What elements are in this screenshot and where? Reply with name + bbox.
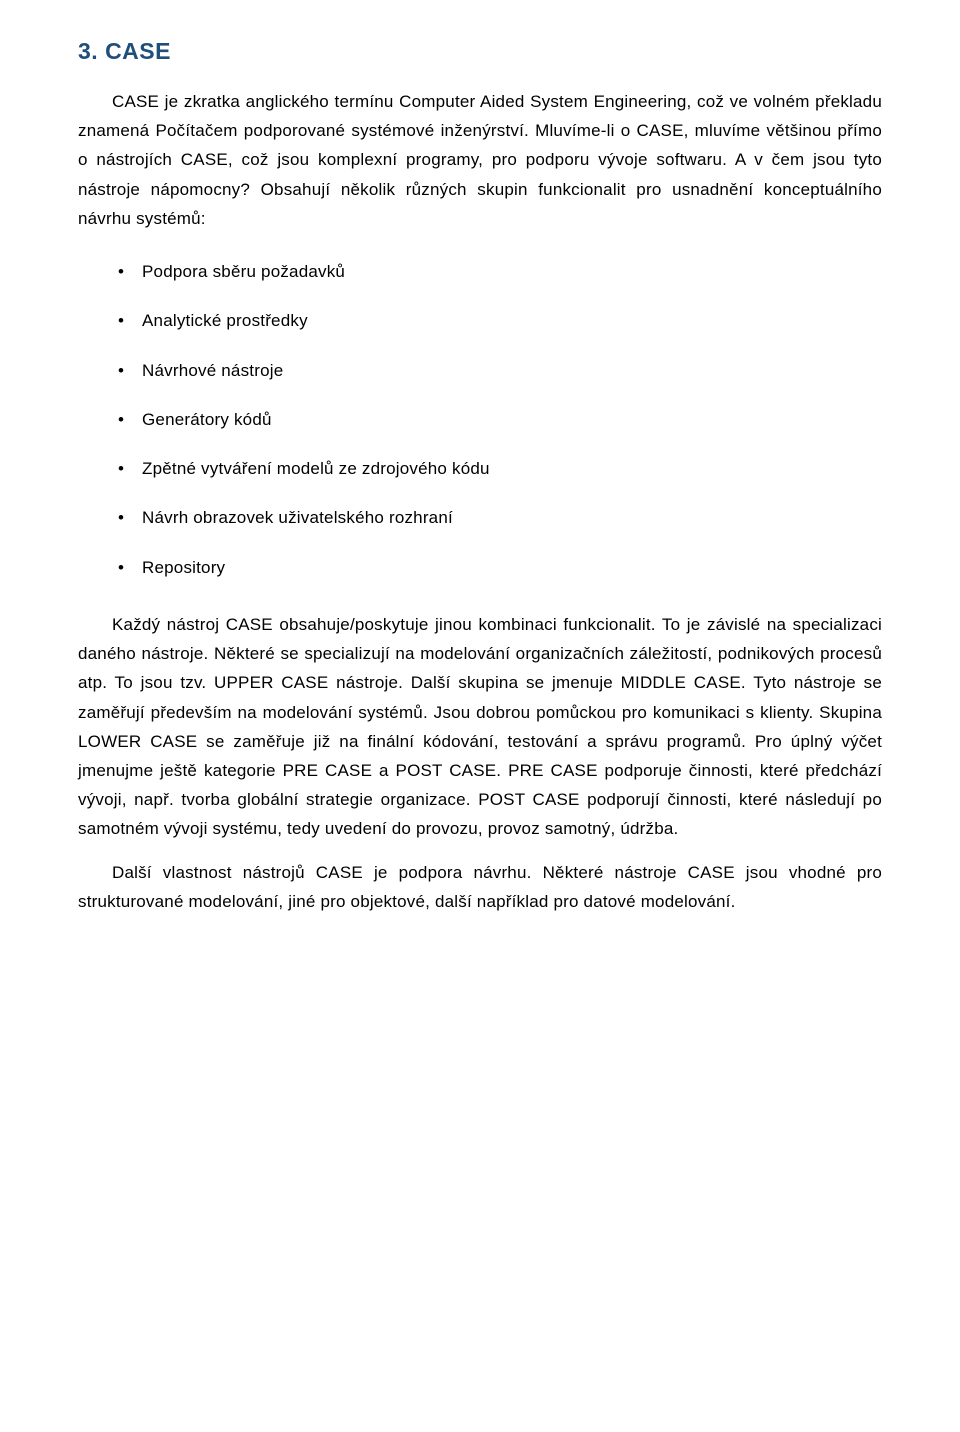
functionality-list: Podpora sběru požadavků Analytické prost… <box>78 247 882 592</box>
section-heading: 3. CASE <box>78 38 882 65</box>
list-item: Podpora sběru požadavků <box>118 247 882 296</box>
list-item: Návrh obrazovek uživatelského rozhraní <box>118 493 882 542</box>
list-item: Analytické prostředky <box>118 296 882 345</box>
middle-paragraph: Každý nástroj CASE obsahuje/poskytuje ji… <box>78 610 882 844</box>
list-item: Návrhové nástroje <box>118 346 882 395</box>
list-item: Generátory kódů <box>118 395 882 444</box>
list-item: Zpětné vytváření modelů ze zdrojového kó… <box>118 444 882 493</box>
intro-paragraph: CASE je zkratka anglického termínu Compu… <box>78 87 882 233</box>
list-item: Repository <box>118 543 882 592</box>
closing-paragraph: Další vlastnost nástrojů CASE je podpora… <box>78 858 882 916</box>
